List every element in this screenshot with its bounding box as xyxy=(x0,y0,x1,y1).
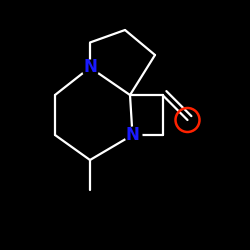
Text: N: N xyxy=(126,126,140,144)
Text: N: N xyxy=(83,58,97,76)
